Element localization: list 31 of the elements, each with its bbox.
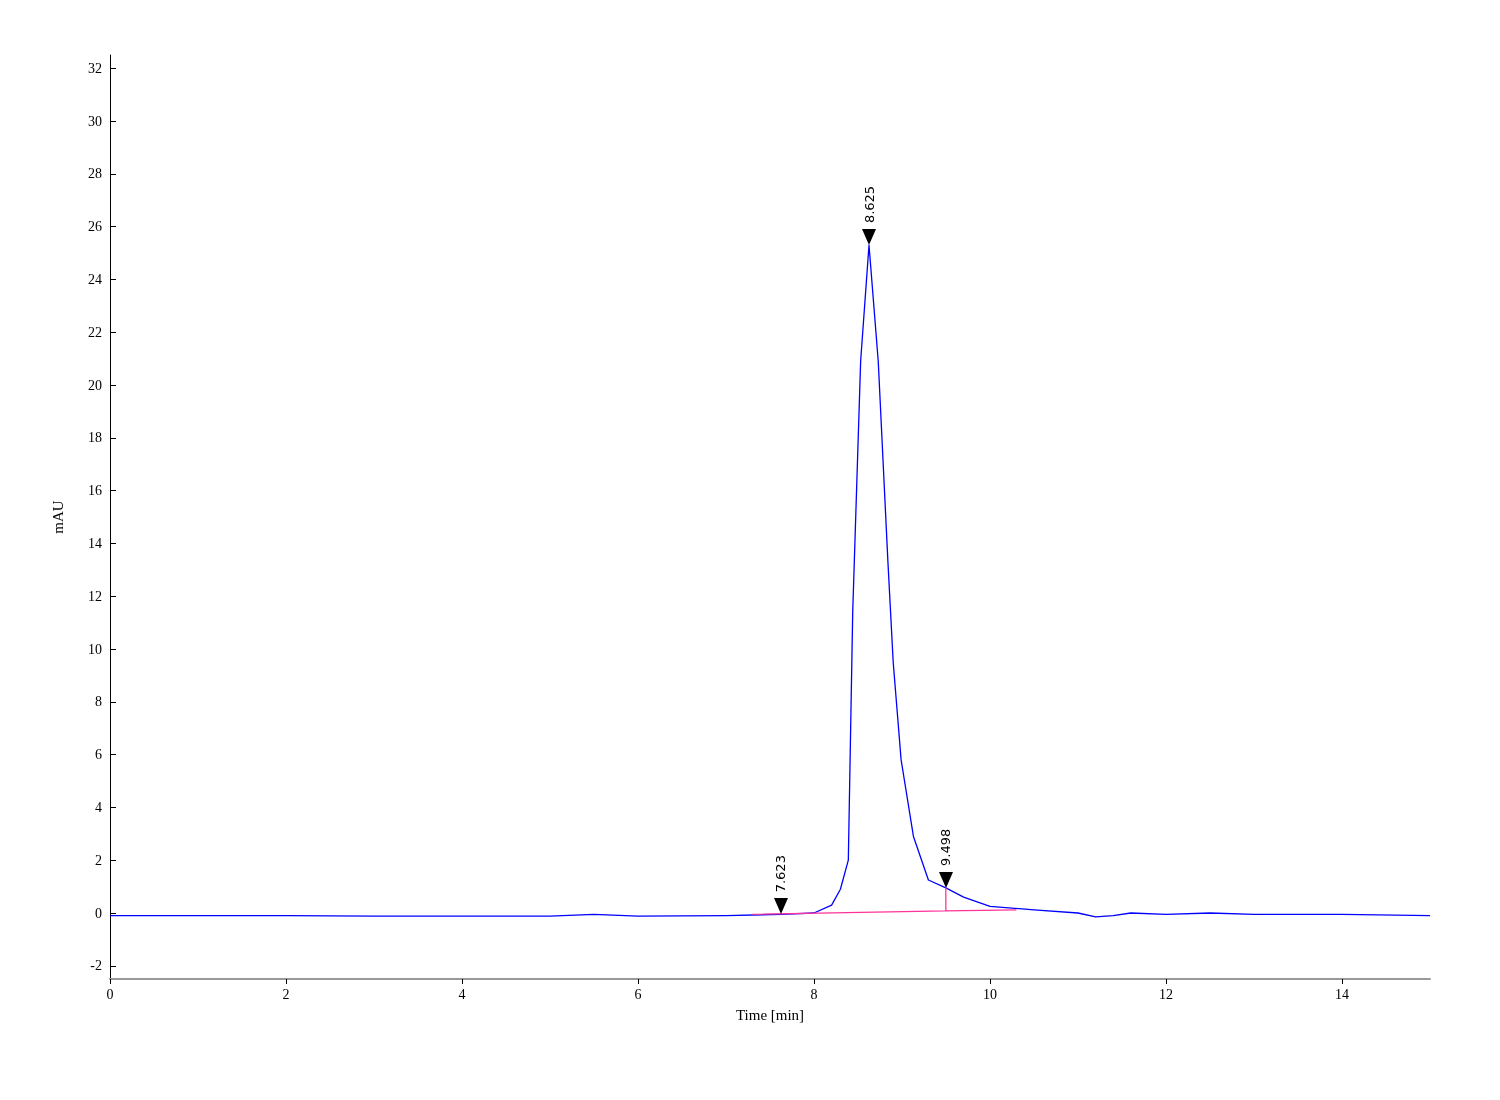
x-axis-title: Time [min] — [735, 1006, 805, 1023]
y-tick-label: 18 — [88, 430, 102, 446]
y-tick-label: 8 — [95, 694, 102, 710]
y-tick-label: 0 — [95, 905, 102, 921]
y-tick-label: -2 — [90, 958, 102, 974]
y-tick-label: 20 — [88, 377, 102, 393]
y-tick-label: 22 — [88, 324, 102, 340]
y-tick-label: 2 — [95, 852, 102, 868]
annotation: 9.498 — [938, 828, 954, 866]
x-tick-label: 0 — [106, 986, 114, 1002]
y-tick-label: 14 — [88, 535, 102, 551]
y-axis-title: mAU — [49, 500, 66, 534]
y-tick-label: 10 — [88, 641, 102, 657]
y-tick-label: 30 — [88, 113, 102, 129]
y-tick-label: 32 — [88, 60, 102, 76]
x-tick-label: 6 — [634, 986, 642, 1002]
x-tick-label: 2 — [282, 986, 290, 1002]
annotation: 8.625 — [861, 185, 877, 224]
y-tick-label: 6 — [95, 747, 102, 763]
y-tick-label: 4 — [95, 799, 102, 815]
y-tick-label: 28 — [88, 166, 102, 182]
annotation: 7.623 — [773, 855, 789, 893]
y-tick-label: 26 — [88, 219, 102, 235]
x-tick-label: 12 — [1159, 986, 1173, 1002]
y-tick-label: 16 — [88, 483, 102, 499]
y-tick-label: 24 — [88, 271, 102, 287]
x-tick-label: 10 — [983, 986, 997, 1002]
x-tick-label: 8 — [810, 986, 818, 1002]
y-tick-label: 12 — [88, 588, 102, 604]
x-tick-label: 4 — [458, 986, 466, 1002]
x-tick-label: 14 — [1335, 986, 1349, 1002]
